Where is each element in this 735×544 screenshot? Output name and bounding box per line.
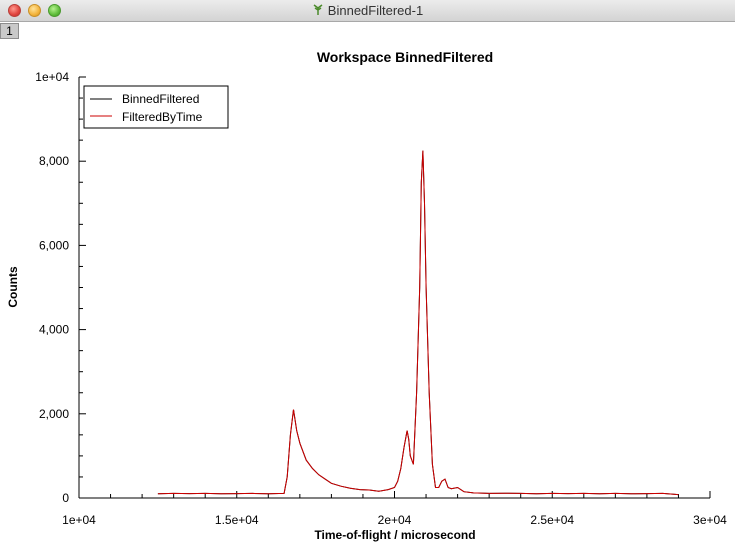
- minimize-window-button[interactable]: [28, 4, 41, 17]
- window-titlebar: BinnedFiltered-1: [0, 0, 735, 22]
- x-axis-ticks: 1e+04 1.5e+04 2e+04 2.5e+04 3e+04: [62, 491, 727, 527]
- layer-tab-1[interactable]: 1: [0, 23, 19, 39]
- y-tick-label: 6,000: [39, 238, 69, 252]
- y-tick-label: 1e+04: [35, 70, 69, 84]
- legend[interactable]: BinnedFiltered FilteredByTime: [83, 85, 229, 129]
- y-axis-ticks: 0 2,000 4,000 6,000 8,000 1e+04: [35, 70, 86, 505]
- y-tick-label: 0: [62, 491, 69, 505]
- x-tick-label: 2.5e+04: [530, 513, 574, 527]
- window-title: BinnedFiltered-1: [327, 3, 424, 18]
- window-title-container: BinnedFiltered-1: [0, 3, 735, 18]
- chart-title: Workspace BinnedFiltered: [317, 49, 493, 65]
- zoom-window-button[interactable]: [48, 4, 61, 17]
- y-tick-label: 8,000: [39, 154, 69, 168]
- mantid-plot-icon: [313, 4, 323, 15]
- legend-box: [83, 85, 229, 129]
- legend-label-binned: BinnedFiltered: [122, 92, 199, 106]
- x-tick-label: 2e+04: [378, 513, 412, 527]
- series-line-filteredbytime: [157, 150, 679, 496]
- x-tick-label: 1e+04: [62, 513, 96, 527]
- x-tick-label: 1.5e+04: [215, 513, 259, 527]
- x-axis-title: Time-of-flight / microsecond: [314, 528, 475, 542]
- y-axis-title: Counts: [6, 266, 20, 308]
- y-tick-label: 4,000: [39, 323, 69, 337]
- x-tick-label: 3e+04: [693, 513, 727, 527]
- series-lines: [157, 150, 679, 496]
- close-window-button[interactable]: [8, 4, 21, 17]
- legend-label-filtered: FilteredByTime: [122, 110, 203, 124]
- series-line-binnedfiltered: [157, 150, 679, 496]
- y-tick-label: 2,000: [39, 407, 69, 421]
